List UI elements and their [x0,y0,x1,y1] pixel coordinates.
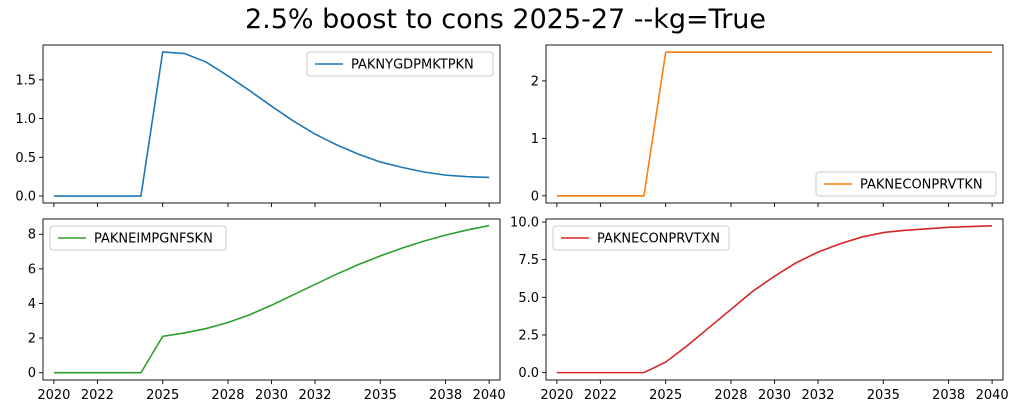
x-tick-label: 2028 [211,388,244,403]
y-tick-label: 8 [28,228,36,243]
x-tick-label: 2025 [146,388,179,403]
y-tick-label: 7.5 [518,253,539,268]
y-tick-label: 2 [28,332,36,347]
y-tick-label: 10.0 [510,216,539,231]
x-tick-label: 2020 [37,388,70,403]
y-tick-label: 0.5 [15,151,36,166]
x-tick-label: 2025 [649,388,682,403]
legend-label: PAKNECONPRVTKN [860,178,983,193]
x-tick-label: 2038 [932,388,965,403]
x-tick-label: 2022 [584,388,617,403]
figure-title: 2.5% boost to cons 2025-27 --kg=True [244,4,767,35]
legend: PAKNYGDPMKTPKN [306,51,494,77]
legend-label: PAKNEIMPGNFSKN [94,232,213,247]
y-tick-label: 4 [28,297,36,312]
x-tick-label: 2035 [364,388,397,403]
legend-box [552,225,730,251]
legend: PAKNECONPRVTKN [815,171,997,197]
x-tick-label: 2020 [540,388,573,403]
y-tick-label: 1.0 [15,112,36,127]
y-tick-label: 0 [28,366,36,381]
y-tick-label: 1 [531,132,539,147]
legend: PAKNEIMPGNFSKN [49,225,227,251]
subplot-3: 0 2 4 6 8 2020 2022 2025 2028 2030 2032 2035 2038 204… [28,218,506,403]
x-tick-label: 2028 [714,388,747,403]
y-tick-label: 2.5 [518,328,539,343]
series-line-1-1 [53,51,490,197]
legend-label: PAKNYGDPMKTPKN [351,58,474,73]
series-line-2-1 [556,51,993,197]
subplot-2: 0 1 2 PAKNECONPRVTKN [531,44,1004,207]
legend-label: PAKNECONPRVTXN [597,232,720,247]
y-tick-label: 2 [531,74,539,89]
y-tick-label: 1.5 [15,73,36,88]
y-tick-label: 5.0 [518,291,539,306]
subplot-4: 0.0 2.5 5.0 7.5 10.0 2020 2022 2025 2028 2030 2032… [510,216,1009,403]
series-line-3-1 [53,224,490,374]
x-tick-label: 2030 [255,388,288,403]
x-tick-label: 2032 [801,388,834,403]
legend-box [815,171,997,197]
x-tick-label: 2040 [473,388,506,403]
x-tick-label: 2022 [81,388,114,403]
x-tick-label: 2035 [867,388,900,403]
y-tick-label: 0.0 [518,366,539,381]
legend-box [306,51,494,77]
x-tick-label: 2038 [429,388,462,403]
y-tick-label: 6 [28,262,36,277]
legend: PAKNECONPRVTXN [552,225,730,251]
y-tick-label: 0.0 [15,190,36,205]
x-tick-label: 2030 [758,388,791,403]
legend-box [49,225,227,251]
x-tick-label: 2040 [976,388,1009,403]
x-tick-label: 2032 [298,388,331,403]
y-tick-label: 0 [531,189,539,204]
series-line-4-1 [556,224,993,374]
subplot-1: 0.0 0.5 1.0 1.5 PAKNYGDPMKTPKN [15,44,501,207]
